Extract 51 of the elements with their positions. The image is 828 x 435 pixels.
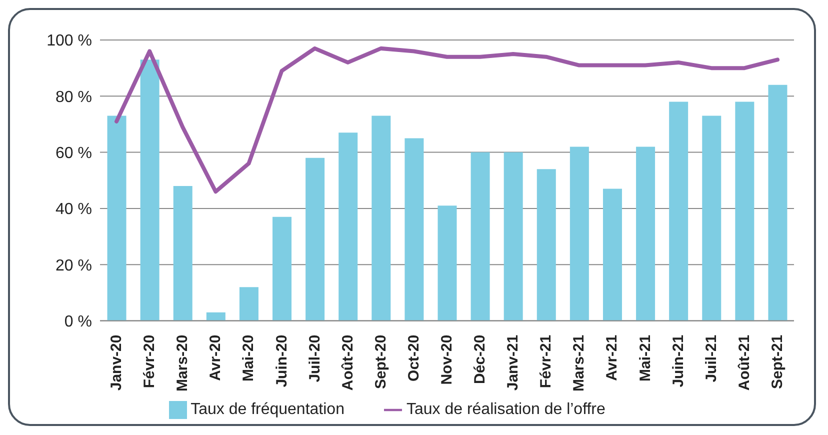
bar: [272, 216, 292, 321]
y-tick-label: 40 %: [56, 201, 92, 218]
bar: [768, 84, 788, 321]
y-tick-label: 20 %: [56, 257, 92, 274]
legend-label: Taux de fréquentation: [190, 401, 344, 418]
x-tick-label: Déc-20: [472, 334, 489, 384]
x-tick-label: Nov-20: [438, 334, 456, 385]
bar: [735, 102, 754, 321]
x-tick-label: Avr-20: [207, 334, 224, 381]
bar: [438, 206, 457, 321]
x-tick-label: Févr-21: [538, 334, 555, 388]
bar: [504, 152, 523, 321]
bar: [140, 60, 160, 321]
x-tick-label: Sept-20: [372, 334, 390, 389]
bar: [536, 169, 556, 321]
x-tick-label: Janv-20: [108, 334, 126, 391]
x-tick-label: Mai-20: [240, 334, 258, 382]
x-tick-label: Juin-20: [273, 334, 290, 388]
line-series: [114, 46, 780, 194]
bar: [702, 116, 722, 321]
bar: [404, 138, 424, 321]
bar: [107, 116, 126, 321]
x-tick-label: Janv-21: [504, 334, 522, 391]
y-tick-label: 80 %: [56, 88, 92, 106]
legend-label: Taux de réalisation de l’offre: [406, 401, 606, 418]
x-tick-label: Juil-20: [306, 334, 324, 382]
bar: [306, 158, 325, 321]
y-tick-label: 60 %: [56, 144, 92, 162]
x-tick-label: Mars-20: [174, 334, 192, 392]
x-tick-label: Oct-20: [405, 334, 422, 382]
y-tick-label: 0 %: [64, 313, 92, 330]
bar: [636, 146, 656, 321]
bar: [338, 132, 358, 321]
bar: [602, 188, 622, 321]
bar: [173, 186, 192, 321]
y-tick-label: 100 %: [46, 32, 92, 50]
x-tick-label: Févr-20: [141, 334, 158, 388]
bar: [470, 152, 490, 321]
bar: [570, 146, 589, 321]
x-tick-label: Août-20: [339, 334, 356, 391]
bar: [206, 312, 226, 321]
x-tick-label: Août-21: [736, 334, 753, 391]
x-tick-label: Juil-21: [702, 334, 720, 382]
bar: [372, 116, 391, 321]
x-tick-label: Mars-21: [570, 334, 588, 392]
x-tick-label: Mai-21: [636, 334, 654, 382]
bar: [669, 102, 688, 321]
x-tick-label: Sept-21: [768, 334, 786, 389]
x-tick-label: Juin-21: [670, 334, 687, 388]
x-tick-label: Avr-21: [604, 334, 621, 381]
bar: [239, 287, 258, 321]
